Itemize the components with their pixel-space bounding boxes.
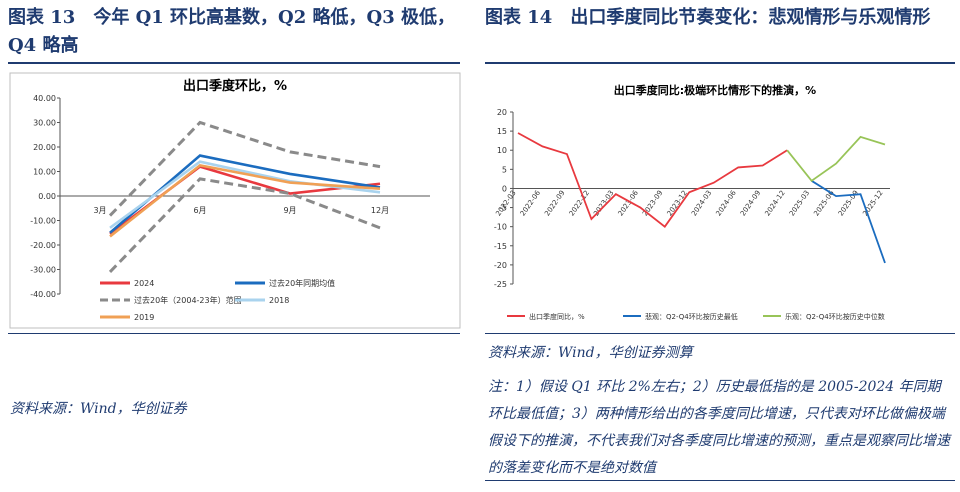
y-tick-label: 15 — [497, 127, 507, 136]
right-title-rule — [485, 62, 955, 64]
right-source: 资料来源：Wind，华创证券测算 — [488, 345, 693, 361]
legend-label: 过去20年同期均值 — [269, 278, 335, 288]
x-tick-label: 2024-09 — [739, 189, 762, 218]
chart-title: 出口季度同比:极端环比情形下的推演，% — [614, 83, 816, 97]
x-tick-label: 12月 — [371, 206, 389, 215]
y-tick-label: 20.00 — [33, 143, 56, 152]
series-line — [109, 165, 381, 236]
legend-label: 出口季度同比，% — [529, 312, 585, 321]
y-tick-label: -20 — [494, 261, 507, 270]
left-title-rule — [8, 62, 460, 64]
y-tick-label: -30.00 — [30, 266, 56, 275]
y-tick-label: 20 — [497, 108, 507, 117]
x-tick-label: 2022-09 — [543, 189, 566, 218]
legend-label: 悲观：Q2-Q4环比按历史最低 — [645, 312, 738, 321]
y-tick-label: -10 — [494, 223, 507, 232]
x-tick-label: 2024-03 — [690, 189, 713, 218]
x-tick-label: 2024-12 — [763, 189, 786, 218]
x-tick-label: 2023-12 — [666, 189, 689, 218]
y-tick-label: 5 — [502, 165, 507, 174]
x-tick-label: 3月 — [93, 206, 106, 215]
right-note: 注：1）假设 Q1 环比 2%左右；2）历史最低指的是 2005-2024 年同… — [488, 379, 950, 476]
y-tick-label: 30.00 — [33, 119, 56, 128]
chart-frame — [9, 72, 461, 329]
right-panel-title: 图表 14 出口季度同比节奏变化：悲观情形与乐观情形 — [485, 7, 931, 28]
legend-label: 2018 — [269, 296, 289, 305]
right-note-rule — [485, 480, 955, 481]
left-chart: 出口季度环比，% 40.00 30.00 20.00 10.00 0.00 -10.00 -2… — [9, 72, 461, 329]
series-line — [517, 132, 788, 228]
y-tick-label: -25 — [494, 280, 507, 289]
y-tick-label: 10.00 — [33, 168, 56, 177]
legend-label: 过去20年（2004-23年）范围 — [134, 295, 242, 305]
x-tick-label: 2025-09 — [837, 189, 860, 218]
legend-label: 乐观：Q2-Q4环比按历史中位数 — [785, 312, 885, 321]
x-tick-label: 2025-03 — [788, 189, 811, 218]
series-line — [108, 177, 381, 273]
y-tick-label: 10 — [497, 146, 507, 155]
y-tick-label: 0 — [502, 184, 507, 193]
y-tick-label: -40.00 — [30, 290, 56, 299]
x-tick-label: 9月 — [283, 206, 296, 215]
series-line — [786, 135, 886, 183]
left-source: 资料来源：Wind，华创证券 — [10, 401, 187, 417]
x-tick-label: 2025-12 — [861, 189, 884, 218]
x-tick-label: 2022-06 — [519, 189, 543, 218]
legend-label: 2024 — [134, 279, 154, 288]
x-tick-label: 6月 — [193, 206, 206, 215]
chart-title: 出口季度环比，% — [183, 78, 287, 94]
left-panel-title: 图表 13 今年 Q1 环比高基数，Q2 略低，Q3 极低，Q4 略高 — [8, 7, 455, 56]
x-tick-label: 2023-09 — [641, 189, 664, 218]
y-tick-label: 40.00 — [33, 94, 56, 103]
y-tick-label: -20.00 — [30, 241, 56, 250]
series-line — [109, 163, 381, 238]
x-tick-label: 2022-12 — [568, 189, 591, 218]
x-tick-label: 2023-06 — [617, 189, 641, 218]
y-tick-label: 0.00 — [38, 192, 56, 201]
series-line — [109, 154, 381, 234]
series-line — [108, 120, 381, 217]
y-tick-label: -5 — [499, 204, 507, 213]
series-line — [811, 180, 886, 264]
right-bottom-rule — [485, 333, 955, 334]
y-tick-label: -15 — [494, 242, 507, 251]
y-tick-label: -10.00 — [30, 217, 56, 226]
x-tick-label: 2024-06 — [715, 189, 739, 218]
right-chart: 出口季度同比:极端环比情形下的推演，% 20 15 10 5 0 -5 -10 -15 -20 -2… — [494, 83, 890, 321]
left-bottom-rule — [8, 333, 460, 334]
x-tick-label: 2023-03 — [592, 189, 615, 218]
legend-label: 2019 — [134, 313, 154, 322]
